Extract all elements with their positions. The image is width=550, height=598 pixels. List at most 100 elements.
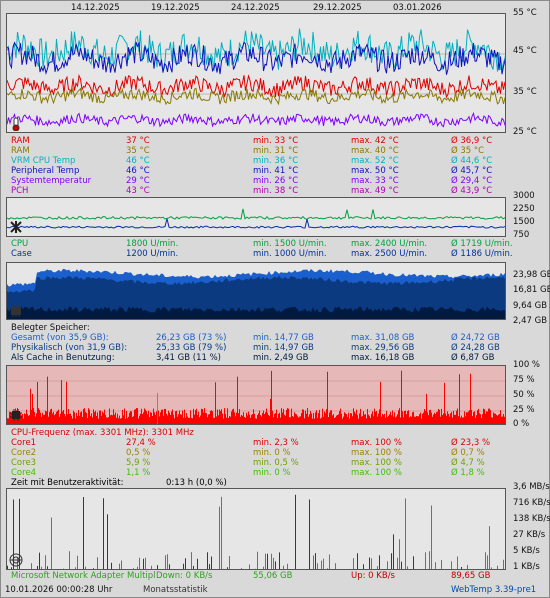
- cpu-axis-label: 0 %: [513, 419, 530, 429]
- fan-graph[interactable]: [6, 197, 506, 237]
- mem-current: 26,23 GB (73 %): [156, 333, 227, 343]
- legend-row: RAM 35 °C min. 31 °C max. 40 °C Ø 35 °C: [11, 146, 546, 156]
- mem-axis-label: 23,98 GB: [513, 270, 550, 280]
- fan-name: Case: [11, 249, 32, 259]
- legend-row: Physikalisch (von 31,9 GB): 25,33 GB (79 …: [11, 343, 546, 353]
- sensor-min: min. 26 °C: [253, 176, 299, 186]
- memory-chart-svg: [7, 268, 505, 319]
- temperature-series-line: [7, 41, 505, 75]
- sensor-avg: Ø 44,6 °C: [451, 156, 493, 166]
- legend-row: Core1 27,4 % min. 2,3 % max. 100 % Ø 23,3 %: [11, 438, 546, 448]
- sensor-avg: Ø 29,4 °C: [451, 176, 493, 186]
- sensor-current: 35 °C: [126, 146, 150, 156]
- sensor-current: 43 °C: [126, 186, 150, 196]
- sensor-avg: Ø 35 °C: [451, 146, 485, 156]
- cpu-axis-label: 75 %: [513, 375, 535, 385]
- core-min: min. 2,3 %: [253, 438, 299, 448]
- fan-current: 1200 U/min.: [126, 249, 179, 259]
- temperature-series-line: [7, 73, 505, 99]
- sensor-avg: Ø 45,7 °C: [451, 166, 493, 176]
- temp-axis-label: 35 °C: [513, 87, 537, 97]
- fan-series-line: [7, 208, 505, 220]
- mem-name: Als Cache in Benutzung:: [11, 353, 115, 363]
- fan-axis-label: 750: [513, 230, 530, 240]
- sensor-name: RAM: [11, 136, 30, 146]
- fan-axis-label: 1500: [513, 217, 535, 227]
- core-max: max. 100 %: [351, 448, 402, 458]
- network-graph[interactable]: [6, 488, 506, 570]
- fan-series-line: [7, 218, 505, 229]
- cpu-graph[interactable]: [6, 365, 506, 425]
- activity-value: 0:13 h (0,0 %): [166, 478, 227, 488]
- net-axis-label: 138 KB/s: [513, 514, 550, 524]
- mem-min: min. 14,97 GB: [253, 343, 314, 353]
- date-label: 19.12.2025: [151, 3, 200, 13]
- mem-current: 25,33 GB (79 %): [156, 343, 227, 353]
- mem-axis-label: 16,81 GB: [513, 285, 550, 295]
- mem-min: min. 2,49 GB: [253, 353, 309, 363]
- legend-row: Core3 5,9 % min. 0,5 % max. 100 % Ø 4,7 %: [11, 458, 546, 468]
- activity-row: Zeit mit Benutzeraktivität: 0:13 h (0,0 %…: [11, 478, 546, 488]
- core-name: Core4: [11, 468, 37, 478]
- sensor-name: PCH: [11, 186, 29, 196]
- memory-graph[interactable]: [6, 262, 506, 320]
- sensor-min: min. 41 °C: [253, 166, 299, 176]
- core-avg: Ø 4,7 %: [451, 458, 485, 468]
- sensor-name: VRM CPU Temp: [11, 156, 76, 166]
- core-current: 1,1 %: [126, 468, 151, 478]
- legend-row: Case 1200 U/min. min. 1000 U/min. max. 2500…: [11, 249, 546, 259]
- cpu-frequency-header: CPU-Frequenz (max. 3301 MHz): 3301 MHz: [11, 428, 194, 438]
- temperature-chart-svg: [7, 28, 505, 128]
- temperature-graph[interactable]: [6, 13, 506, 133]
- legend-row: VRM CPU Temp 46 °C min. 36 °C max. 52 °C Ø 4…: [11, 156, 546, 166]
- sensor-max: max. 33 °C: [351, 176, 399, 186]
- mem-avg: Ø 24,72 GB: [451, 333, 500, 343]
- upload-total: 89,65 GB: [451, 571, 491, 581]
- sensor-name: Peripheral Temp: [11, 166, 80, 176]
- sensor-name: Systemtemperatur: [11, 176, 92, 186]
- core-max: max. 100 %: [351, 458, 402, 468]
- sensor-max: max. 52 °C: [351, 156, 399, 166]
- net-axis-label: 1 KB/s: [513, 562, 540, 572]
- net-axis-label: 27 KB/s: [513, 530, 546, 540]
- memory-chip-icon: [11, 305, 21, 317]
- memory-area: [7, 275, 505, 319]
- temp-axis-label: 45 °C: [513, 46, 537, 56]
- core-min: min. 0 %: [253, 448, 291, 458]
- date-label: 29.12.2025: [313, 3, 362, 13]
- status-datetime: 10.01.2026 00:00:28 Uhr: [5, 585, 113, 595]
- temp-axis-label: 55 °C: [513, 8, 537, 18]
- core-current: 5,9 %: [126, 458, 151, 468]
- fan-max: max. 2500 U/min.: [351, 249, 428, 259]
- mem-current: 3,41 GB (11 %): [156, 353, 221, 363]
- temperature-series-line: [7, 28, 505, 74]
- fan-min: min. 1000 U/min.: [253, 249, 327, 259]
- legend-row: Als Cache in Benutzung: 3,41 GB (11 %) min…: [11, 353, 546, 363]
- net-axis-label: 716 KB/s: [513, 498, 550, 508]
- status-version[interactable]: WebTemp 3.39-pre1: [451, 585, 537, 595]
- mem-axis-label: 2,47 GB: [513, 316, 548, 326]
- sensor-current: 46 °C: [126, 166, 150, 176]
- sensor-min: min. 33 °C: [253, 136, 299, 146]
- network-row: Microsoft Network Adapter Multipl Down: …: [11, 571, 546, 581]
- core-name: Core1: [11, 438, 37, 448]
- core-max: max. 100 %: [351, 468, 402, 478]
- temperature-series-line: [7, 111, 505, 128]
- memory-area: [7, 306, 505, 319]
- cpu-axis-label: 100 %: [513, 360, 541, 370]
- sensor-max: max. 40 °C: [351, 146, 399, 156]
- memory-header: Belegter Speicher:: [11, 323, 90, 333]
- date-label: 14.12.2025: [71, 3, 120, 13]
- mem-max: max. 16,18 GB: [351, 353, 415, 363]
- mem-axis-label: 9,64 GB: [513, 301, 548, 311]
- cpu-chip-icon: [10, 409, 22, 421]
- sensor-current: 37 °C: [126, 136, 150, 146]
- fan-current: 1800 U/min.: [126, 239, 179, 249]
- core-max: max. 100 %: [351, 438, 402, 448]
- core-min: min. 0,5 %: [253, 458, 299, 468]
- sensor-current: 46 °C: [126, 156, 150, 166]
- core-avg: Ø 0,7 %: [451, 448, 485, 458]
- status-mode[interactable]: Monatsstatistik: [143, 585, 208, 595]
- sensor-current: 29 °C: [126, 176, 150, 186]
